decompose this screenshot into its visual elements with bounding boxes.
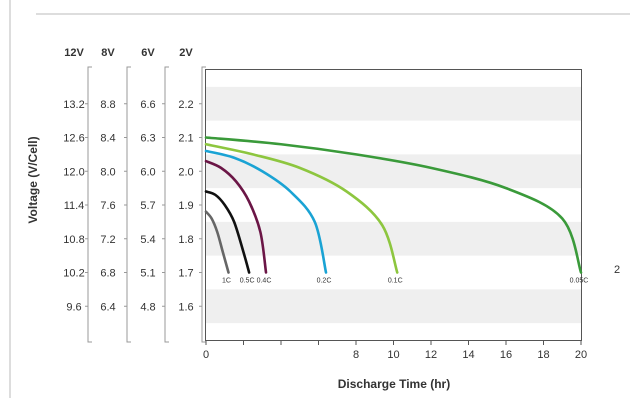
curve-labels: 1C 0.5C 0.4C 0.2C 0.1C 0.05C xyxy=(222,278,588,285)
x-axis-label: Discharge Time (hr) xyxy=(338,377,450,391)
scale-tick-label: 2.0 xyxy=(178,166,193,178)
scale-tick-label: 7.6 xyxy=(100,200,115,212)
x-tick-label: 0 xyxy=(203,349,209,361)
scale-tick-label: 6.0 xyxy=(140,166,155,178)
scale-header: 2V xyxy=(179,47,193,59)
x-tick-label: 12 xyxy=(425,349,437,361)
curve-0-1C xyxy=(204,142,399,274)
scale-tick-label: 5.7 xyxy=(140,200,155,212)
x-axis-ticks: 0 8 10 12 14 16 18 20 xyxy=(203,340,587,361)
scale-tick-label: 8.0 xyxy=(100,166,115,178)
scale-tick-label: 10.8 xyxy=(63,234,84,246)
x-tick-label: 8 xyxy=(353,349,359,361)
stray-text: 2 xyxy=(614,264,620,276)
grid-band xyxy=(206,221,581,256)
grid-band xyxy=(206,86,581,121)
scale-tick-label: 1.9 xyxy=(178,200,193,212)
voltage-scales: 12V 13.2 12.6 12.0 11.4 10.8 10.2 9.6 8V 8.8 8.4 8.… xyxy=(63,47,206,343)
scale-tick-label: 5.1 xyxy=(140,268,155,280)
curve-label: 0.2C xyxy=(317,278,332,285)
curve-0-05C xyxy=(204,136,583,274)
x-tick-label: 10 xyxy=(387,349,399,361)
scale-bracket xyxy=(126,66,131,343)
scale-tick-label: 2.2 xyxy=(178,99,193,111)
scale-tick-label: 7.2 xyxy=(100,234,115,246)
scale-tick-label: 13.2 xyxy=(63,99,84,111)
curve-0-4C xyxy=(204,159,268,274)
scale-tick-label: 6.6 xyxy=(140,99,155,111)
scale-tick-label: 4.8 xyxy=(140,301,155,313)
scale-bracket xyxy=(87,66,92,343)
curve-0-2C xyxy=(204,149,328,274)
curve-label: 0.1C xyxy=(388,278,403,285)
discharge-curves xyxy=(204,136,583,274)
scale-tick-label: 11.4 xyxy=(64,200,85,212)
scale-tick-label: 1.6 xyxy=(178,301,193,313)
scale-tick-label: 1.8 xyxy=(178,234,193,246)
curve-1C xyxy=(204,210,230,274)
grid-band xyxy=(206,289,581,324)
scale-tick-label: 12.6 xyxy=(63,133,84,145)
scale-tick-label: 6.3 xyxy=(140,133,155,145)
grid-bands xyxy=(206,86,581,324)
x-tick-label: 16 xyxy=(500,349,512,361)
curve-label: 1C xyxy=(222,278,231,285)
scale-header: 6V xyxy=(141,47,155,59)
scale-tick-label: 6.8 xyxy=(100,268,115,280)
x-tick-label: 18 xyxy=(537,349,549,361)
x-tick-label: 14 xyxy=(462,349,474,361)
scale-tick-label: 8.8 xyxy=(100,99,115,111)
curve-0-5C xyxy=(204,190,251,274)
scale-tick-label: 1.7 xyxy=(178,268,193,280)
scale-tick-label: 10.2 xyxy=(63,268,84,280)
scale-tick-label: 6.4 xyxy=(100,301,115,313)
scale-tick-label: 9.6 xyxy=(66,301,81,313)
curve-label: 0.4C xyxy=(257,278,272,285)
scale-bracket xyxy=(164,66,169,343)
scale-header: 12V xyxy=(64,47,84,59)
scale-header: 8V xyxy=(101,47,115,59)
scale-tick-label: 8.4 xyxy=(100,133,115,145)
scale-tick-label: 12.0 xyxy=(63,166,84,178)
scale-tick-label: 2.1 xyxy=(178,133,193,145)
y-axis-label: Voltage (V/Cell) xyxy=(26,136,40,223)
curve-label: 0.5C xyxy=(240,278,255,285)
curve-label: 0.05C xyxy=(570,278,589,285)
x-tick-label: 20 xyxy=(575,349,587,361)
scale-tick-label: 5.4 xyxy=(140,234,155,246)
